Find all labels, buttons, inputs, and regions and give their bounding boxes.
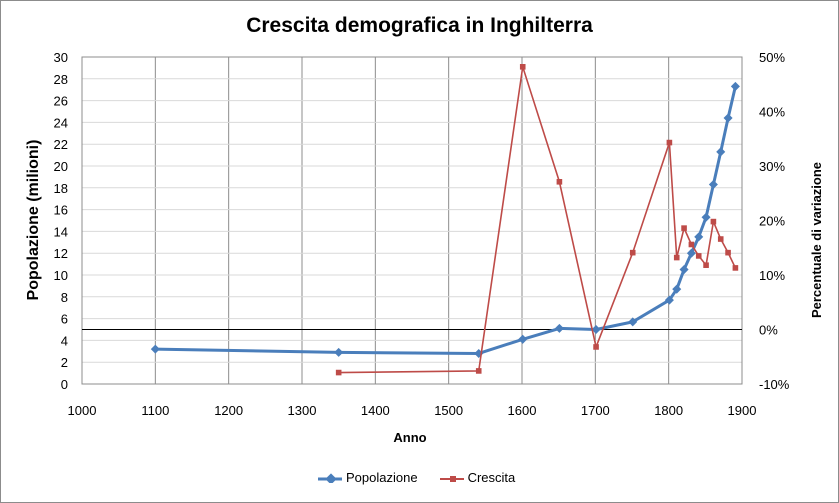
x-tick-label: 1400 <box>361 403 390 418</box>
series-layer <box>150 64 740 376</box>
point-popolazione <box>679 265 689 275</box>
point-popolazione <box>334 347 344 357</box>
legend-item-crescita: Crescita <box>439 470 516 485</box>
series-line-popolazione <box>155 86 737 355</box>
y-tick-label: 20 <box>54 159 68 174</box>
x-tick-label: 1300 <box>288 403 317 418</box>
legend-label-crescita: Crescita <box>467 470 516 485</box>
point-crescita <box>519 64 526 70</box>
point-crescita <box>673 254 680 261</box>
legend: Popolazione Crescita <box>318 470 515 485</box>
point-crescita <box>556 179 563 185</box>
y-tick-label: 24 <box>54 115 68 130</box>
point-crescita <box>688 241 695 248</box>
plot-area-border <box>81 56 743 385</box>
legend-item-popolazione: Popolazione <box>318 470 418 485</box>
point-crescita <box>695 253 702 259</box>
x-tick-label: 1600 <box>508 403 537 418</box>
x-axis-title: Anno <box>393 430 426 445</box>
y2-tick-label: 10% <box>759 268 785 283</box>
point-crescita <box>710 218 717 225</box>
point-crescita <box>475 368 482 374</box>
legend-label-popolazione: Popolazione <box>346 470 418 485</box>
point-crescita <box>717 236 724 242</box>
x-tick-label: 1500 <box>434 403 463 418</box>
y-tick-label: 28 <box>54 72 68 87</box>
y-tick-label: 22 <box>54 137 68 152</box>
tick-labels: 1000 1100 1200 1300 1400 1500 1600 1700 1800 1900… <box>54 50 790 418</box>
y-tick-label: 10 <box>54 268 68 283</box>
x-tick-label: 1000 <box>68 403 97 418</box>
point-popolazione <box>723 113 733 123</box>
y-tick-label: 4 <box>61 333 68 348</box>
point-crescita <box>666 139 673 146</box>
point-popolazione <box>150 344 160 354</box>
x-tick-label: 1200 <box>214 403 243 418</box>
chart-title: Crescita demografica in Inghilterra <box>246 14 593 37</box>
y-tick-label: 6 <box>61 312 68 327</box>
y2-tick-label: 0% <box>759 323 778 338</box>
point-crescita <box>703 262 709 268</box>
y2-tick-label: 20% <box>759 214 785 229</box>
y2-axis-title: Percentuale di variazione <box>809 162 824 318</box>
x-tick-label: 1700 <box>581 403 610 418</box>
point-crescita <box>732 265 739 271</box>
y2-tick-label: 30% <box>759 159 785 174</box>
point-popolazione <box>701 212 711 222</box>
y-tick-label: 14 <box>54 224 68 239</box>
y-tick-label: 12 <box>54 246 68 261</box>
point-popolazione <box>628 317 638 327</box>
point-popolazione <box>694 232 704 242</box>
x-tick-label: 1800 <box>654 403 683 418</box>
y-tick-label: 18 <box>54 181 68 196</box>
y2-tick-label: -10% <box>759 377 790 392</box>
y-tick-label: 16 <box>54 203 68 218</box>
x-tick-label: 1100 <box>141 403 169 418</box>
y2-tick-label: 40% <box>759 105 785 120</box>
x-tick-label: 1900 <box>728 403 757 418</box>
y-tick-label: 26 <box>54 94 68 109</box>
point-crescita <box>593 344 599 350</box>
y-tick-label: 30 <box>54 50 68 65</box>
point-popolazione <box>716 147 726 157</box>
y-tick-label: 8 <box>61 290 68 305</box>
y-tick-label: 2 <box>61 355 68 370</box>
point-crescita <box>335 369 342 376</box>
y2-tick-label: 50% <box>759 50 785 65</box>
point-popolazione <box>554 323 564 333</box>
legend-swatch-popolazione <box>318 472 342 483</box>
y-axis-title: Popolazione (milioni) <box>25 140 42 301</box>
point-crescita <box>681 225 687 231</box>
point-crescita <box>725 249 731 256</box>
point-popolazione <box>518 334 528 344</box>
y-tick-label: 0 <box>61 377 68 392</box>
point-popolazione <box>730 81 740 91</box>
legend-swatch-crescita <box>439 475 464 482</box>
series-line-crescita <box>338 66 737 374</box>
point-crescita <box>629 249 636 256</box>
